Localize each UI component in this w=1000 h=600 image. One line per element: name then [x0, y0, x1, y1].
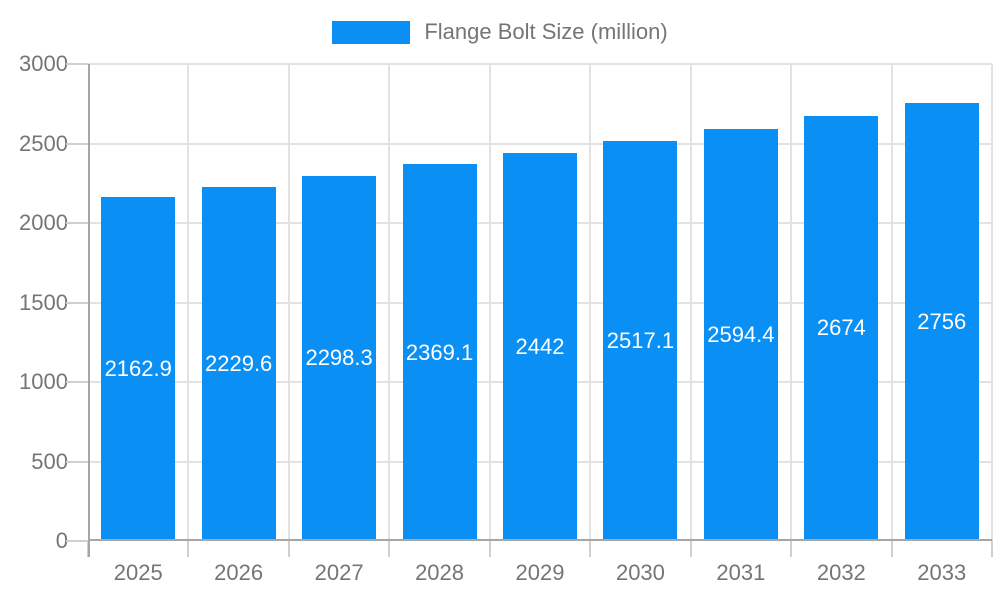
v-gridline: [287, 64, 290, 541]
y-axis-tick-label: 1000: [19, 369, 68, 394]
h-gridline: [88, 142, 992, 145]
y-axis-tick-mark: [66, 301, 88, 304]
v-gridline: [187, 64, 190, 541]
bar-value-label: 2369.1: [405, 339, 474, 365]
bar-value-label: 2517.1: [606, 327, 675, 353]
x-axis-tick-mark: [287, 541, 290, 557]
bar-2029: 2442: [503, 152, 577, 541]
v-gridline: [790, 64, 793, 541]
bar-2032: 2674: [804, 115, 879, 541]
x-axis-tick-mark: [890, 541, 893, 557]
bar-value-label: 2229.6: [205, 350, 273, 376]
bar-value-label: 2442: [515, 333, 565, 359]
x-axis-tick-mark: [991, 541, 993, 557]
x-axis-line: [88, 539, 992, 541]
plot-area: 2162.9 2229.6 2298.3 2369.1 2442 2517.1 2594.4…: [88, 63, 993, 557]
x-axis-tick-label: 2032: [816, 560, 866, 585]
x-axis-tick-mark: [187, 541, 190, 557]
v-gridline: [488, 64, 491, 541]
x-axis-tick-label: 2033: [917, 560, 967, 585]
x-axis-tick-mark: [689, 541, 692, 557]
bar-value-label: 2298.3: [305, 345, 373, 371]
v-gridline: [589, 64, 592, 541]
v-gridline: [689, 64, 692, 541]
bar-value-label: 2756: [917, 308, 967, 334]
y-axis-tick-mark: [66, 222, 88, 224]
y-axis-tick-label: 3000: [19, 51, 68, 76]
bar-2030: 2517.1: [603, 140, 678, 541]
v-gridline: [388, 64, 391, 541]
y-axis-tick-label: 0: [55, 528, 68, 553]
x-axis-tick-mark: [790, 541, 793, 557]
x-axis-tick-label: 2028: [415, 560, 465, 585]
bar-2025: 2162.9: [101, 197, 176, 541]
y-axis-tick-label: 2500: [19, 130, 68, 156]
v-gridline: [890, 64, 893, 541]
v-gridline: [991, 64, 993, 541]
y-axis-line: [88, 64, 90, 557]
bar-2028: 2369.1: [402, 164, 477, 541]
bar-2026: 2229.6: [201, 186, 276, 541]
legend-swatch[interactable]: [332, 20, 411, 44]
chart-legend: Flange Bolt Size (million): [0, 18, 1000, 46]
x-axis-tick-label: 2029: [515, 560, 565, 585]
y-axis-tick-label: 1500: [19, 289, 68, 315]
bar-value-label: 2674: [816, 315, 866, 341]
y-axis-tick-label: 2000: [19, 210, 68, 235]
y-axis-tick-mark: [66, 540, 88, 542]
y-axis-tick-mark: [66, 63, 88, 65]
x-axis-tick-label: 2027: [314, 560, 364, 585]
legend-label[interactable]: Flange Bolt Size (million): [424, 19, 668, 44]
h-gridline: [88, 63, 992, 65]
bar-2027: 2298.3: [302, 175, 377, 541]
bar-value-label: 2162.9: [104, 356, 172, 382]
y-axis-tick-mark: [66, 460, 88, 463]
x-axis-tick-label: 2026: [214, 560, 264, 585]
y-axis-tick-mark: [66, 142, 88, 145]
bar-2031: 2594.4: [703, 128, 778, 541]
x-axis-tick-mark: [488, 541, 491, 557]
x-axis-tick-label: 2031: [716, 560, 766, 585]
x-axis-tick-mark: [388, 541, 391, 557]
y-axis-tick-label: 500: [31, 448, 68, 474]
bar-value-label: 2594.4: [707, 321, 775, 347]
y-axis-tick-mark: [66, 381, 88, 383]
x-axis-tick-label: 2030: [615, 560, 665, 585]
bar-2033: 2756: [904, 102, 979, 541]
x-axis-tick-label: 2025: [113, 560, 163, 585]
x-axis-tick-mark: [589, 541, 592, 557]
